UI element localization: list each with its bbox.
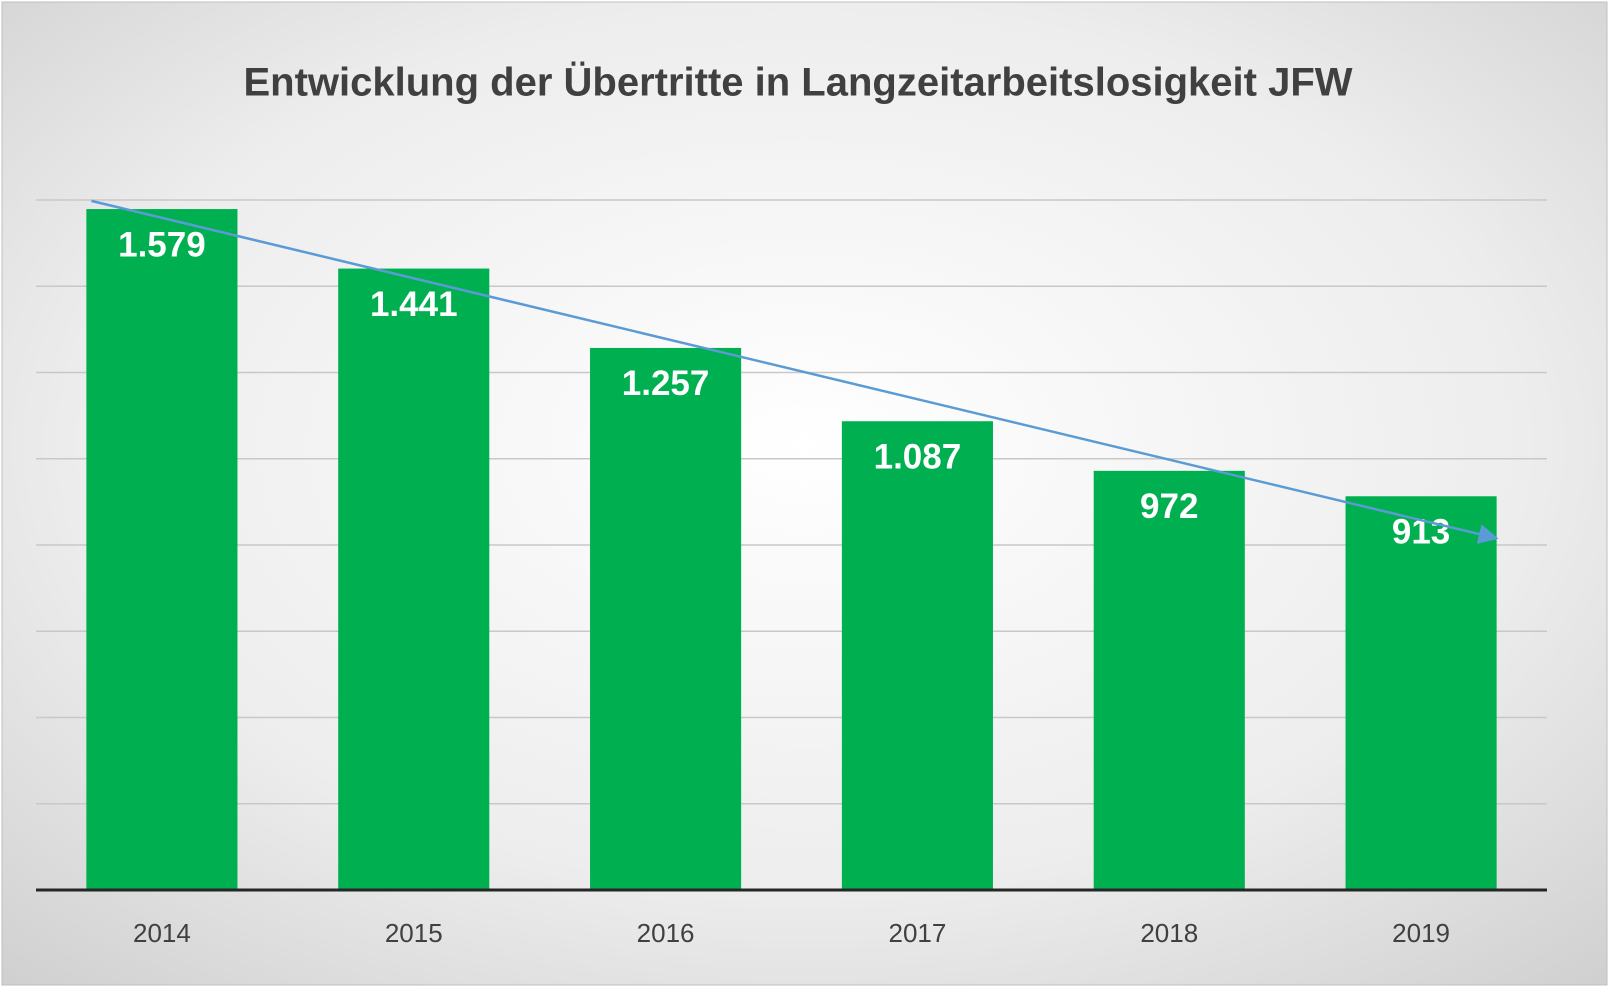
bar [86, 209, 238, 890]
x-tick-label: 2015 [385, 918, 443, 948]
data-label: 972 [1140, 487, 1198, 526]
x-tick-label: 2014 [133, 918, 191, 948]
x-tick-label: 2019 [1392, 918, 1450, 948]
bar [1093, 470, 1245, 890]
bar [590, 347, 742, 890]
data-label: 1.257 [622, 364, 710, 403]
x-tick-label: 2016 [637, 918, 695, 948]
bar [841, 421, 993, 890]
trendline [91, 199, 1499, 544]
data-label: 1.441 [370, 285, 458, 324]
x-tick-label: 2018 [1140, 918, 1198, 948]
data-label: 1.579 [118, 225, 206, 264]
data-label: 913 [1392, 513, 1450, 552]
bar [338, 268, 490, 891]
data-label: 1.087 [874, 437, 962, 476]
bar [1345, 496, 1497, 890]
x-tick-label: 2017 [888, 918, 946, 948]
chart-title: Entwicklung der Übertritte in Langzeitar… [243, 60, 1352, 105]
